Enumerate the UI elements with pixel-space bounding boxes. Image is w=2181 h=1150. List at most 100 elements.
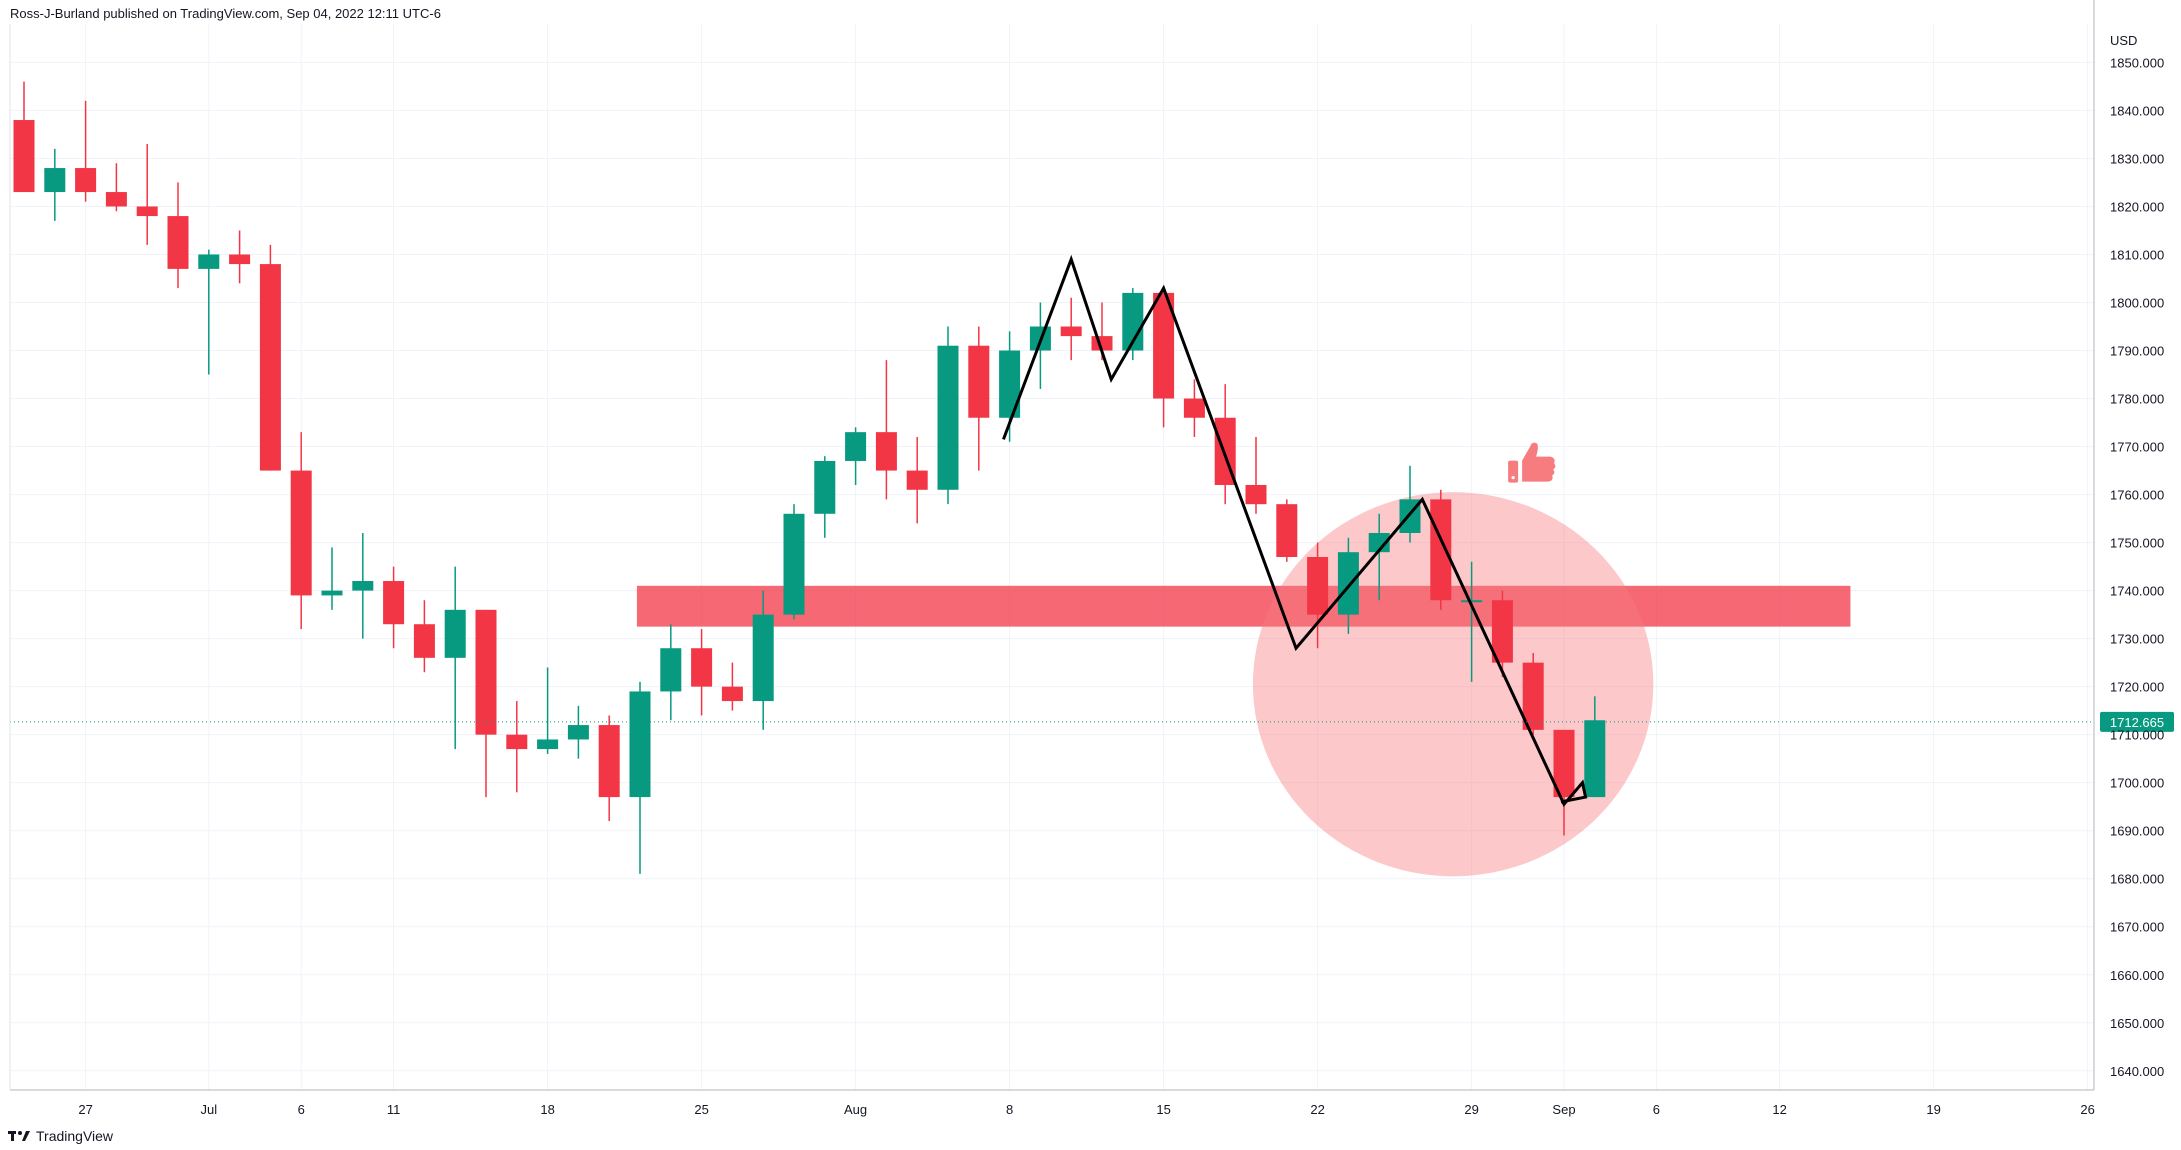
y-tick-label: 1720.000 [2110,680,2164,695]
y-tick-label: 1760.000 [2110,488,2164,503]
thumbs-up-cuff-dot [1511,475,1515,480]
candle-body-down [691,648,713,687]
x-tick-label: 29 [1464,1102,1478,1117]
candle-body-down [259,264,281,471]
candle-body-down [1522,662,1544,730]
y-tick-label: 1710.000 [2110,728,2164,743]
candle-body-down [506,734,528,750]
candle-body-down [475,609,497,735]
zigzag-line [1002,254,1588,808]
candle-body-up [1461,600,1483,603]
candle-body-down [136,206,158,217]
y-tick-label: 1770.000 [2110,440,2164,455]
x-tick-label: 6 [298,1102,305,1117]
candle-body-up [783,513,805,615]
candle-body-down [290,470,312,596]
candle-body-down [1276,504,1298,557]
y-tick-label: 1790.000 [2110,344,2164,359]
candle-body-up [660,648,682,692]
candle-body-down [721,686,743,702]
x-tick-label: Sep [1552,1102,1575,1117]
candle-body-down [167,216,189,269]
candle-body-up [444,609,466,658]
x-tick-label: 25 [694,1102,708,1117]
x-tick-label: 18 [540,1102,554,1117]
candle-body-down [906,470,928,490]
candle-body-down [1430,499,1452,601]
last-price-label: 1712.665 [2110,715,2164,730]
x-tick-label: 11 [387,1102,401,1117]
candle-body-up [1368,532,1390,553]
y-tick-label: 1830.000 [2110,151,2164,166]
x-tick-label: 8 [1006,1102,1013,1117]
candle-body-up [999,350,1021,418]
y-tick-label: 1660.000 [2110,968,2164,983]
y-tick-label: 1850.000 [2110,55,2164,70]
axes: 1640.000 1650.000 1660.000 1670.000 1680.000… [9,0,2164,1117]
candle-body-up [629,691,651,798]
candle-body-down [75,168,97,193]
candle-body-down [1183,398,1205,418]
candle-body-down [229,254,251,265]
candle-body-up [1122,292,1144,351]
candle-body-down [1307,557,1329,615]
candle-body-down [105,192,127,207]
candle-body-up [44,168,66,193]
y-tick-label: 1640.000 [2110,1064,2164,1079]
resistance-zone [636,585,1851,627]
grid [10,24,2094,1090]
y-tick-label: 1740.000 [2110,584,2164,599]
y-tick-label: 1730.000 [2110,632,2164,647]
y-tick-label: 1650.000 [2110,1016,2164,1031]
candle-body-down [1153,292,1175,399]
candle-body-down [413,624,435,658]
y-tick-label: 1810.000 [2110,247,2164,262]
candle-body-up [937,345,959,490]
tradingview-logo-icon [8,1131,30,1141]
resistance-zone-layer [636,585,1851,627]
thumbs-up-hand [1522,442,1556,482]
annotation-icon-layer [1508,442,1556,483]
candle-body-down [383,581,405,625]
candle-body-down [598,725,620,798]
thumbs-up-cuff [1508,460,1519,483]
candle-body-up [845,432,867,461]
y-tick-label: 1700.000 [2110,776,2164,791]
last-price-layer: 1712.665 [10,711,2174,732]
x-tick-label: Aug [844,1102,867,1117]
x-tick-label: 27 [78,1102,92,1117]
x-tick-label: 15 [1156,1102,1170,1117]
candle-body-down [13,120,35,193]
x-tick-label: 22 [1310,1102,1324,1117]
zigzag-drawing-layer [1002,254,1588,808]
candle-body-up [752,614,774,702]
y-tick-label: 1680.000 [2110,872,2164,887]
last-price-badge [2100,711,2174,732]
candle-body-up [567,725,589,740]
y-tick-label: 1800.000 [2110,296,2164,311]
currency-label: USD [2110,33,2137,48]
highlight-circle [1252,492,1654,877]
candle-body-down [1060,326,1082,337]
x-tick-label: Jul [200,1102,217,1117]
candle-body-up [537,739,559,750]
x-tick-label: 26 [2080,1102,2094,1117]
y-tick-label: 1750.000 [2110,536,2164,551]
candle-body-up [1337,552,1359,615]
y-tick-label: 1690.000 [2110,824,2164,839]
highlight-circle-layer [1252,492,1654,877]
candle-body-up [352,581,374,591]
footer-brand: TradingView [8,1128,113,1144]
y-tick-label: 1780.000 [2110,392,2164,407]
candle-body-up [1584,720,1606,798]
y-tick-label: 1820.000 [2110,199,2164,214]
candle-body-down [1491,600,1513,663]
publish-header: Ross-J-Burland published on TradingView.… [10,6,441,21]
candle-body-down [1245,484,1267,505]
x-tick-label: 19 [1926,1102,1940,1117]
candle-body-up [198,254,220,269]
y-tick-label: 1840.000 [2110,103,2164,118]
brand-name: TradingView [36,1128,114,1144]
candle-body-down [875,432,897,471]
candle-body-down [968,345,990,418]
